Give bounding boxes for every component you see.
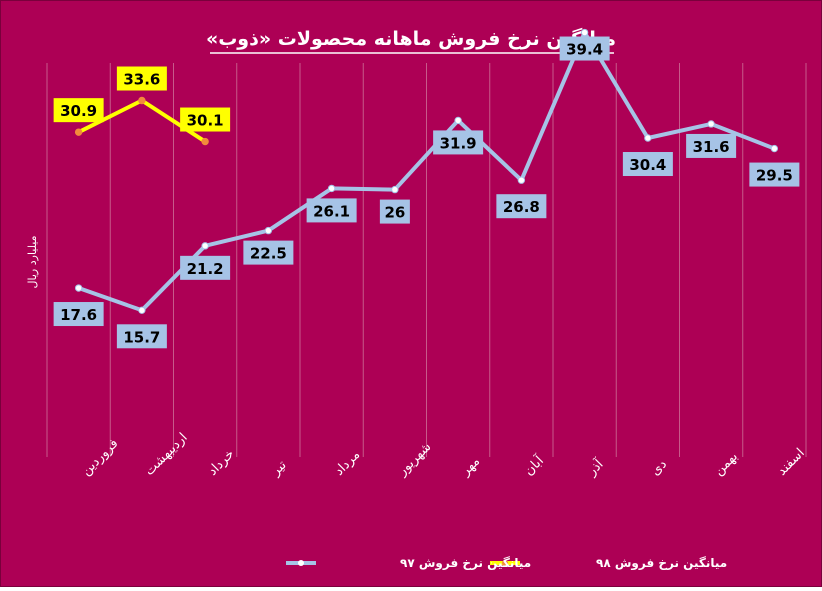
data-point <box>201 137 209 146</box>
series-markers <box>74 28 779 314</box>
data-point <box>74 128 83 136</box>
data-label-text: 31.6 <box>693 138 730 156</box>
data-label-text: 21.2 <box>187 260 224 278</box>
data-label: 22.5 <box>243 240 294 265</box>
data-label-box <box>496 194 547 219</box>
data-label-text: 31.9 <box>440 134 477 152</box>
legend-marker <box>298 560 304 566</box>
data-label: 30.4 <box>622 152 673 177</box>
data-label: 31.9 <box>433 130 484 155</box>
data-point <box>770 144 779 153</box>
data-label: 26.8 <box>496 194 547 219</box>
data-label-text: 29.5 <box>756 167 793 185</box>
legend-label: میانگین نرخ فروش ۹۸ <box>596 556 727 571</box>
legend-item: میانگین نرخ فروش ۹۸ <box>490 556 727 571</box>
data-label-box <box>243 240 294 265</box>
data-label-box <box>749 162 800 187</box>
data-point <box>138 96 146 105</box>
data-point <box>201 242 209 250</box>
gridlines <box>46 63 807 457</box>
data-label-text: 26.1 <box>313 202 350 220</box>
data-label: 30.1 <box>180 107 231 132</box>
data-point <box>74 284 83 292</box>
data-label-box <box>433 130 484 155</box>
data-label-box <box>116 66 167 91</box>
data-label-text: 39.4 <box>566 41 603 59</box>
data-point <box>644 134 652 142</box>
data-label: 33.6 <box>116 66 167 91</box>
data-label-text: 30.1 <box>187 112 224 130</box>
data-label-text: 22.5 <box>250 245 287 263</box>
data-point <box>517 176 526 184</box>
legend-item: میانگین نرخ فروش ۹۷ <box>286 556 531 571</box>
legend: میانگین نرخ فروش ۹۸ میانگین نرخ فروش ۹۷ <box>286 556 727 571</box>
data-label: 39.4 <box>559 36 610 61</box>
legend-label: میانگین نرخ فروش ۹۷ <box>400 556 531 571</box>
data-label-text: 30.4 <box>629 156 666 174</box>
data-label-text: 26.8 <box>503 198 540 216</box>
legend-marker <box>502 560 508 566</box>
data-label: 15.7 <box>116 324 167 349</box>
data-point <box>454 116 462 125</box>
data-label-text: 15.7 <box>123 328 160 346</box>
data-label: 17.6 <box>53 302 104 327</box>
chart-title: میانگین نرخ فروش ماهانه محصولات «ذوب» <box>206 27 616 50</box>
data-label: 26.1 <box>306 198 357 223</box>
data-label-box <box>379 199 410 224</box>
data-label-box <box>53 302 104 327</box>
data-label-text: 33.6 <box>123 71 160 89</box>
data-point <box>327 184 336 193</box>
data-label: 30.9 <box>53 98 104 123</box>
data-label-box <box>686 133 737 158</box>
data-label-box <box>116 324 167 349</box>
data-label-box <box>559 36 610 61</box>
data-label: 31.6 <box>686 133 737 158</box>
data-point <box>391 185 399 194</box>
data-label-text: 26 <box>384 204 405 222</box>
data-label: 29.5 <box>749 162 800 187</box>
data-point <box>707 120 715 128</box>
data-label-box <box>180 255 231 280</box>
data-point <box>264 226 273 235</box>
data-label-box <box>622 152 673 177</box>
data-point <box>138 306 146 314</box>
data-label: 21.2 <box>180 255 231 280</box>
data-label-box <box>306 198 357 223</box>
data-label-text: 17.6 <box>60 306 97 324</box>
data-point <box>580 28 589 37</box>
data-label-box <box>53 98 104 123</box>
data-label-text: 30.9 <box>60 102 97 120</box>
data-labels: 17.6 15.7 21.2 22.5 26.1 26 31.9 26.8 39.4 30.4 31… <box>53 36 800 349</box>
y-axis-label: میلیارد ریال <box>26 235 39 288</box>
data-label: 26 <box>379 199 410 224</box>
data-label-box <box>180 107 231 132</box>
